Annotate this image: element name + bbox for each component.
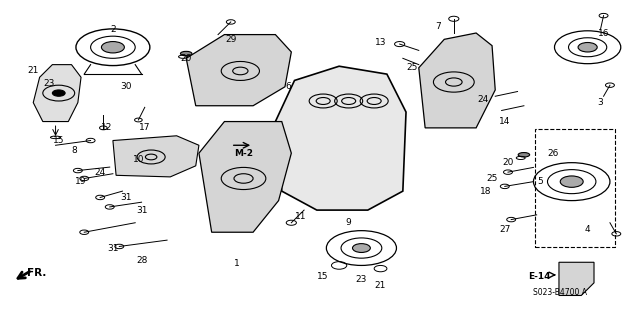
Text: S023-B4700 A: S023-B4700 A — [534, 288, 588, 297]
Text: 15: 15 — [53, 136, 65, 145]
Bar — [535, 129, 615, 248]
Text: 25: 25 — [486, 174, 498, 183]
Circle shape — [578, 42, 597, 52]
Text: 18: 18 — [480, 187, 492, 196]
Text: 10: 10 — [132, 155, 144, 164]
Text: 31: 31 — [120, 193, 131, 202]
Text: 20: 20 — [502, 158, 514, 167]
Text: 11: 11 — [295, 212, 307, 221]
Polygon shape — [199, 122, 291, 232]
Text: 12: 12 — [101, 123, 112, 132]
Text: 20: 20 — [180, 54, 192, 63]
Ellipse shape — [518, 152, 530, 157]
Text: 14: 14 — [499, 117, 511, 126]
Text: 31: 31 — [107, 243, 118, 253]
Text: 17: 17 — [139, 123, 150, 132]
Text: 29: 29 — [225, 35, 236, 44]
Text: 6: 6 — [285, 82, 291, 91]
Text: M-2: M-2 — [234, 149, 253, 158]
Text: 16: 16 — [598, 28, 609, 38]
Circle shape — [101, 41, 124, 53]
Polygon shape — [113, 136, 199, 177]
Polygon shape — [419, 33, 495, 128]
Text: 3: 3 — [598, 98, 604, 107]
Text: 9: 9 — [346, 218, 351, 227]
Text: 21: 21 — [375, 281, 386, 291]
Circle shape — [52, 90, 65, 96]
Text: 19: 19 — [76, 177, 87, 186]
Text: 30: 30 — [120, 82, 131, 91]
Text: 25: 25 — [406, 63, 418, 72]
Text: 24: 24 — [95, 168, 106, 177]
Text: 4: 4 — [585, 225, 591, 234]
Text: FR.: FR. — [27, 268, 46, 278]
Circle shape — [560, 176, 583, 187]
Text: 15: 15 — [317, 272, 329, 281]
Polygon shape — [33, 65, 81, 122]
Text: 27: 27 — [499, 225, 511, 234]
Polygon shape — [559, 262, 594, 295]
Text: 31: 31 — [136, 206, 147, 215]
Text: 8: 8 — [72, 145, 77, 154]
Text: 23: 23 — [44, 79, 55, 88]
Text: 26: 26 — [547, 149, 558, 158]
Ellipse shape — [180, 51, 192, 56]
Text: 28: 28 — [136, 256, 147, 265]
Text: 13: 13 — [375, 38, 387, 47]
Text: 24: 24 — [477, 95, 488, 104]
Text: 5: 5 — [537, 177, 543, 186]
Text: E-14: E-14 — [529, 272, 551, 281]
Text: 1: 1 — [234, 259, 240, 268]
Text: 23: 23 — [356, 275, 367, 284]
Text: 7: 7 — [435, 22, 441, 31]
Circle shape — [353, 244, 371, 252]
Polygon shape — [275, 66, 406, 210]
Text: 21: 21 — [28, 66, 39, 76]
Polygon shape — [186, 34, 291, 106]
Text: 2: 2 — [110, 25, 116, 34]
